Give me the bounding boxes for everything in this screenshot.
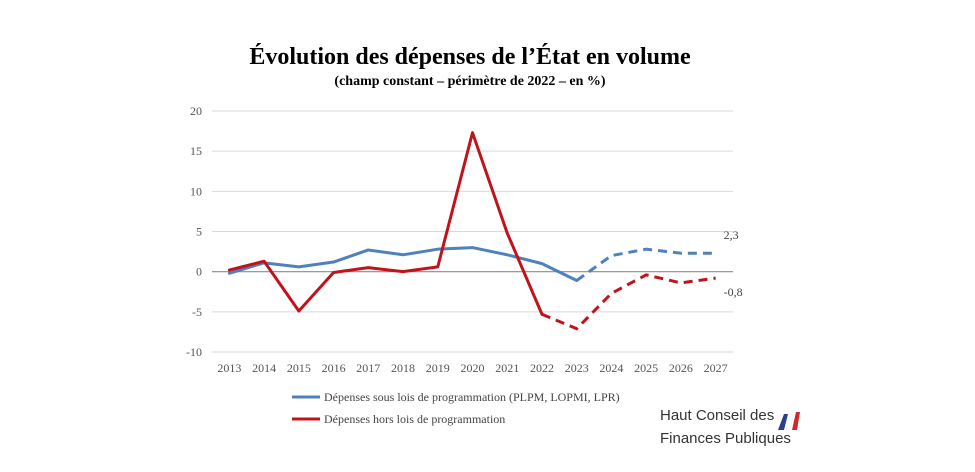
y-tick-label: 20 xyxy=(190,104,202,118)
x-tick-label: 2014 xyxy=(252,361,276,375)
x-tick-label: 2024 xyxy=(599,361,623,375)
x-tick-label: 2019 xyxy=(426,361,450,375)
x-tick-label: 2027 xyxy=(704,361,728,375)
legend-label-2: Dépenses hors lois de programmation xyxy=(324,412,505,426)
logo-line-1: Haut Conseil des xyxy=(660,407,775,424)
series-2-line-dashed xyxy=(541,273,716,331)
chart-subtitle: (champ constant – périmètre de 2022 – en… xyxy=(334,74,606,89)
hcfp-logo: Haut Conseil des Finances Publiques xyxy=(660,404,791,450)
x-tick-label: 2022 xyxy=(530,361,554,375)
x-tick-label: 2026 xyxy=(669,361,693,375)
x-tick-label: 2017 xyxy=(356,361,380,375)
y-tick-label: -5 xyxy=(192,305,202,319)
y-tick-label: 15 xyxy=(190,144,202,158)
y-tick-label: -10 xyxy=(186,345,202,359)
x-tick-label: 2025 xyxy=(634,361,658,375)
x-tick-label: 2020 xyxy=(461,361,485,375)
series-1-end-label: 2,3 xyxy=(724,228,739,242)
series-2-line-solid xyxy=(227,131,544,316)
y-tick-label: 10 xyxy=(190,184,202,198)
x-tick-label: 2018 xyxy=(391,361,415,375)
legend-label-1: Dépenses sous lois de programmation (PLP… xyxy=(324,390,620,404)
y-tick-label: 5 xyxy=(196,225,202,239)
logo-line-2: Finances Publiques xyxy=(660,430,791,447)
french-flag-icon xyxy=(778,412,800,431)
x-tick-label: 2016 xyxy=(322,361,346,375)
x-tick-label: 2015 xyxy=(287,361,311,375)
x-tick-label: 2021 xyxy=(495,361,519,375)
x-tick-label: 2023 xyxy=(565,361,589,375)
chart-title: Évolution des dépenses de l’État en volu… xyxy=(249,44,691,70)
y-tick-label: 0 xyxy=(196,265,202,279)
series-2-end-label: -0,8 xyxy=(724,285,743,299)
x-tick-label: 2013 xyxy=(217,361,241,375)
